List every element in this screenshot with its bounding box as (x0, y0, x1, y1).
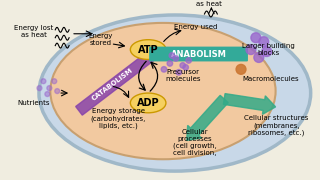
Text: Energy lost
as heat: Energy lost as heat (14, 25, 53, 38)
Text: Precursor
molecules: Precursor molecules (165, 69, 200, 82)
Circle shape (161, 67, 167, 72)
Circle shape (259, 37, 269, 47)
Text: Energy storage
(carbohydrates,
lipids, etc.): Energy storage (carbohydrates, lipids, e… (91, 108, 146, 129)
Circle shape (186, 58, 191, 63)
Text: Cellular structures
(membranes,
ribosomes, etc.): Cellular structures (membranes, ribosome… (244, 115, 309, 136)
Text: Cellular
processes
(cell growth,
cell division,: Cellular processes (cell growth, cell di… (173, 129, 216, 156)
Ellipse shape (39, 15, 311, 171)
Circle shape (236, 64, 246, 74)
FancyArrow shape (187, 95, 228, 140)
Ellipse shape (130, 40, 166, 59)
Text: Larger building
blocks: Larger building blocks (242, 43, 295, 56)
Text: Energy
stored: Energy stored (89, 33, 113, 46)
Circle shape (246, 45, 256, 55)
Text: Energy used: Energy used (174, 24, 217, 30)
Text: ATP: ATP (138, 45, 158, 55)
Ellipse shape (50, 23, 276, 159)
Circle shape (41, 79, 46, 84)
Circle shape (254, 53, 264, 62)
Text: ANABOLISM: ANABOLISM (171, 50, 227, 59)
Circle shape (45, 92, 50, 96)
Circle shape (251, 33, 261, 43)
Circle shape (167, 61, 173, 66)
Ellipse shape (130, 93, 166, 113)
Text: CATABOLISM: CATABOLISM (91, 67, 134, 102)
FancyBboxPatch shape (149, 47, 248, 61)
Circle shape (52, 79, 57, 84)
Text: Nutrients: Nutrients (17, 100, 50, 106)
Circle shape (173, 56, 179, 61)
Circle shape (47, 86, 52, 91)
Text: ADP: ADP (137, 98, 159, 108)
Circle shape (183, 65, 188, 70)
Circle shape (55, 89, 60, 94)
FancyArrow shape (76, 52, 153, 115)
Circle shape (262, 47, 272, 57)
Circle shape (37, 86, 42, 91)
Text: Macromolecules: Macromolecules (242, 76, 299, 82)
Circle shape (169, 53, 175, 58)
Circle shape (176, 69, 181, 75)
Text: as heat: as heat (196, 1, 222, 7)
FancyArrow shape (223, 94, 276, 114)
Circle shape (180, 63, 186, 68)
